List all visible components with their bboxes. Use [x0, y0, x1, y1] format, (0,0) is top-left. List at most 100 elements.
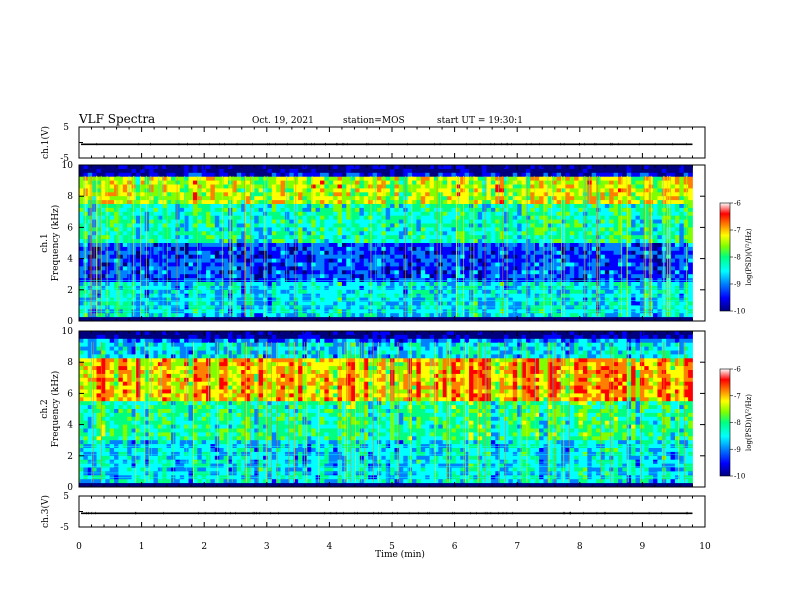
- spectrogram-cell: [206, 223, 211, 228]
- spectrogram-cell: [447, 270, 452, 275]
- spectrogram-cell: [175, 219, 181, 224]
- spectrogram-cell: [464, 297, 470, 302]
- spectrogram-cell: [420, 289, 426, 295]
- spectrogram-cell: [469, 219, 474, 224]
- spectrogram-cell: [210, 235, 216, 240]
- spectrogram-cell: [477, 313, 483, 318]
- spectrogram-cell: [284, 258, 290, 263]
- spectrogram-cell: [298, 305, 303, 310]
- spectrogram-cell: [241, 192, 246, 197]
- spectrogram-cell: [482, 204, 487, 209]
- spectrogram-cell: [105, 258, 111, 263]
- spectrogram-cell: [363, 305, 369, 310]
- spectrogram-cell: [131, 254, 137, 259]
- spectrogram-cell: [363, 262, 369, 267]
- spectrogram-cell: [596, 180, 601, 185]
- spectrogram-cell: [188, 227, 194, 232]
- spectrogram-cell: [600, 246, 606, 252]
- spectrogram-cell: [425, 207, 430, 213]
- spectrogram-cell: [131, 204, 137, 209]
- spectrogram-cell: [604, 211, 610, 217]
- spectrogram-cell: [249, 165, 255, 170]
- spectrogram-cell: [232, 289, 238, 295]
- spectrogram-cell: [337, 235, 343, 240]
- spectrogram-cell: [517, 211, 522, 217]
- spectrogram-cell: [490, 227, 496, 232]
- spectrogram-cell: [412, 219, 417, 224]
- spectrogram-cell: [372, 211, 378, 217]
- spectrogram-cell: [153, 219, 159, 224]
- spectrogram-cell: [530, 266, 536, 271]
- spectrogram-cell: [385, 219, 391, 224]
- spectrogram-cell: [197, 270, 203, 275]
- spectrogram-cell: [482, 188, 487, 193]
- spectrogram-cell: [473, 192, 479, 197]
- spectrogram-cell: [135, 282, 141, 287]
- spectrogram-cell: [114, 211, 119, 217]
- spectrogram-cell: [114, 239, 119, 244]
- spectrogram-cell: [341, 305, 347, 310]
- spectrogram-cell: [521, 313, 527, 318]
- spectrogram-cell: [149, 250, 154, 256]
- spectrogram-cell: [184, 188, 189, 193]
- spectrogram-cell: [512, 270, 518, 275]
- spectrogram-cell: [495, 282, 501, 287]
- spectrogram-cell: [464, 301, 470, 306]
- spectrogram-cell: [109, 250, 115, 256]
- spectrogram-cell: [460, 200, 466, 205]
- spectrogram-cell: [376, 301, 382, 306]
- spectrogram-cell: [591, 301, 597, 306]
- spectrogram-cell: [600, 172, 606, 178]
- spectrogram-cell: [276, 289, 281, 295]
- spectrogram-cell: [122, 317, 128, 321]
- spectrogram-cell: [135, 266, 141, 271]
- spectrogram-cell: [302, 215, 308, 220]
- spectrogram-cell: [569, 313, 575, 318]
- spectrogram-cell: [460, 215, 466, 220]
- spectrogram-cell: [140, 262, 146, 267]
- spectrogram-cell: [192, 305, 198, 310]
- spectrogram-cell: [521, 254, 527, 259]
- spectrogram-cell: [175, 313, 181, 318]
- spectrogram-cell: [201, 207, 207, 213]
- spectrogram-cell: [118, 266, 124, 271]
- spectrogram-cell: [464, 188, 470, 193]
- spectrogram-cell: [241, 200, 246, 205]
- spectrogram-cell: [451, 297, 457, 302]
- spectrogram-cell: [412, 301, 417, 306]
- spectrogram-cell: [162, 215, 168, 220]
- spectrogram-cell: [245, 254, 251, 259]
- spectrogram-cell: [333, 223, 338, 228]
- spectrogram-cell: [442, 266, 448, 271]
- spectrogram-cell: [79, 207, 84, 213]
- spectrogram-cell: [258, 243, 264, 248]
- spectrogram-cell: [175, 270, 181, 275]
- spectrogram-cell: [184, 305, 189, 310]
- spectrogram-cell: [258, 270, 264, 275]
- spectrogram-cell: [232, 250, 238, 256]
- spectrogram-cell: [574, 176, 579, 181]
- spectrogram-cell: [556, 227, 562, 232]
- spectrogram-cell: [232, 184, 238, 189]
- spectrogram-cell: [258, 219, 264, 224]
- spectrogram-cell: [328, 227, 334, 232]
- spectrogram-cell: [166, 188, 172, 193]
- spectrogram-cell: [105, 165, 111, 170]
- spectrogram-cell: [416, 313, 422, 318]
- spectrogram-cell: [315, 274, 321, 279]
- spectrogram-cell: [149, 246, 154, 252]
- spectrogram-cell: [333, 188, 338, 193]
- spectrogram-cell: [363, 192, 369, 197]
- spectrogram-cell: [390, 239, 395, 244]
- spectrogram-cell: [96, 223, 102, 228]
- spectrogram-cell: [153, 207, 159, 213]
- spectrogram-cell: [122, 270, 128, 275]
- spectrogram-cell: [197, 168, 203, 174]
- spectrogram-cell: [210, 188, 216, 193]
- spectrogram-cell: [245, 200, 251, 205]
- spectrogram-cell: [477, 176, 483, 181]
- spectrogram-cell: [179, 243, 185, 248]
- spectrogram-cell: [504, 188, 509, 193]
- spectrogram-cell: [368, 274, 373, 279]
- spectrogram-cell: [569, 231, 575, 236]
